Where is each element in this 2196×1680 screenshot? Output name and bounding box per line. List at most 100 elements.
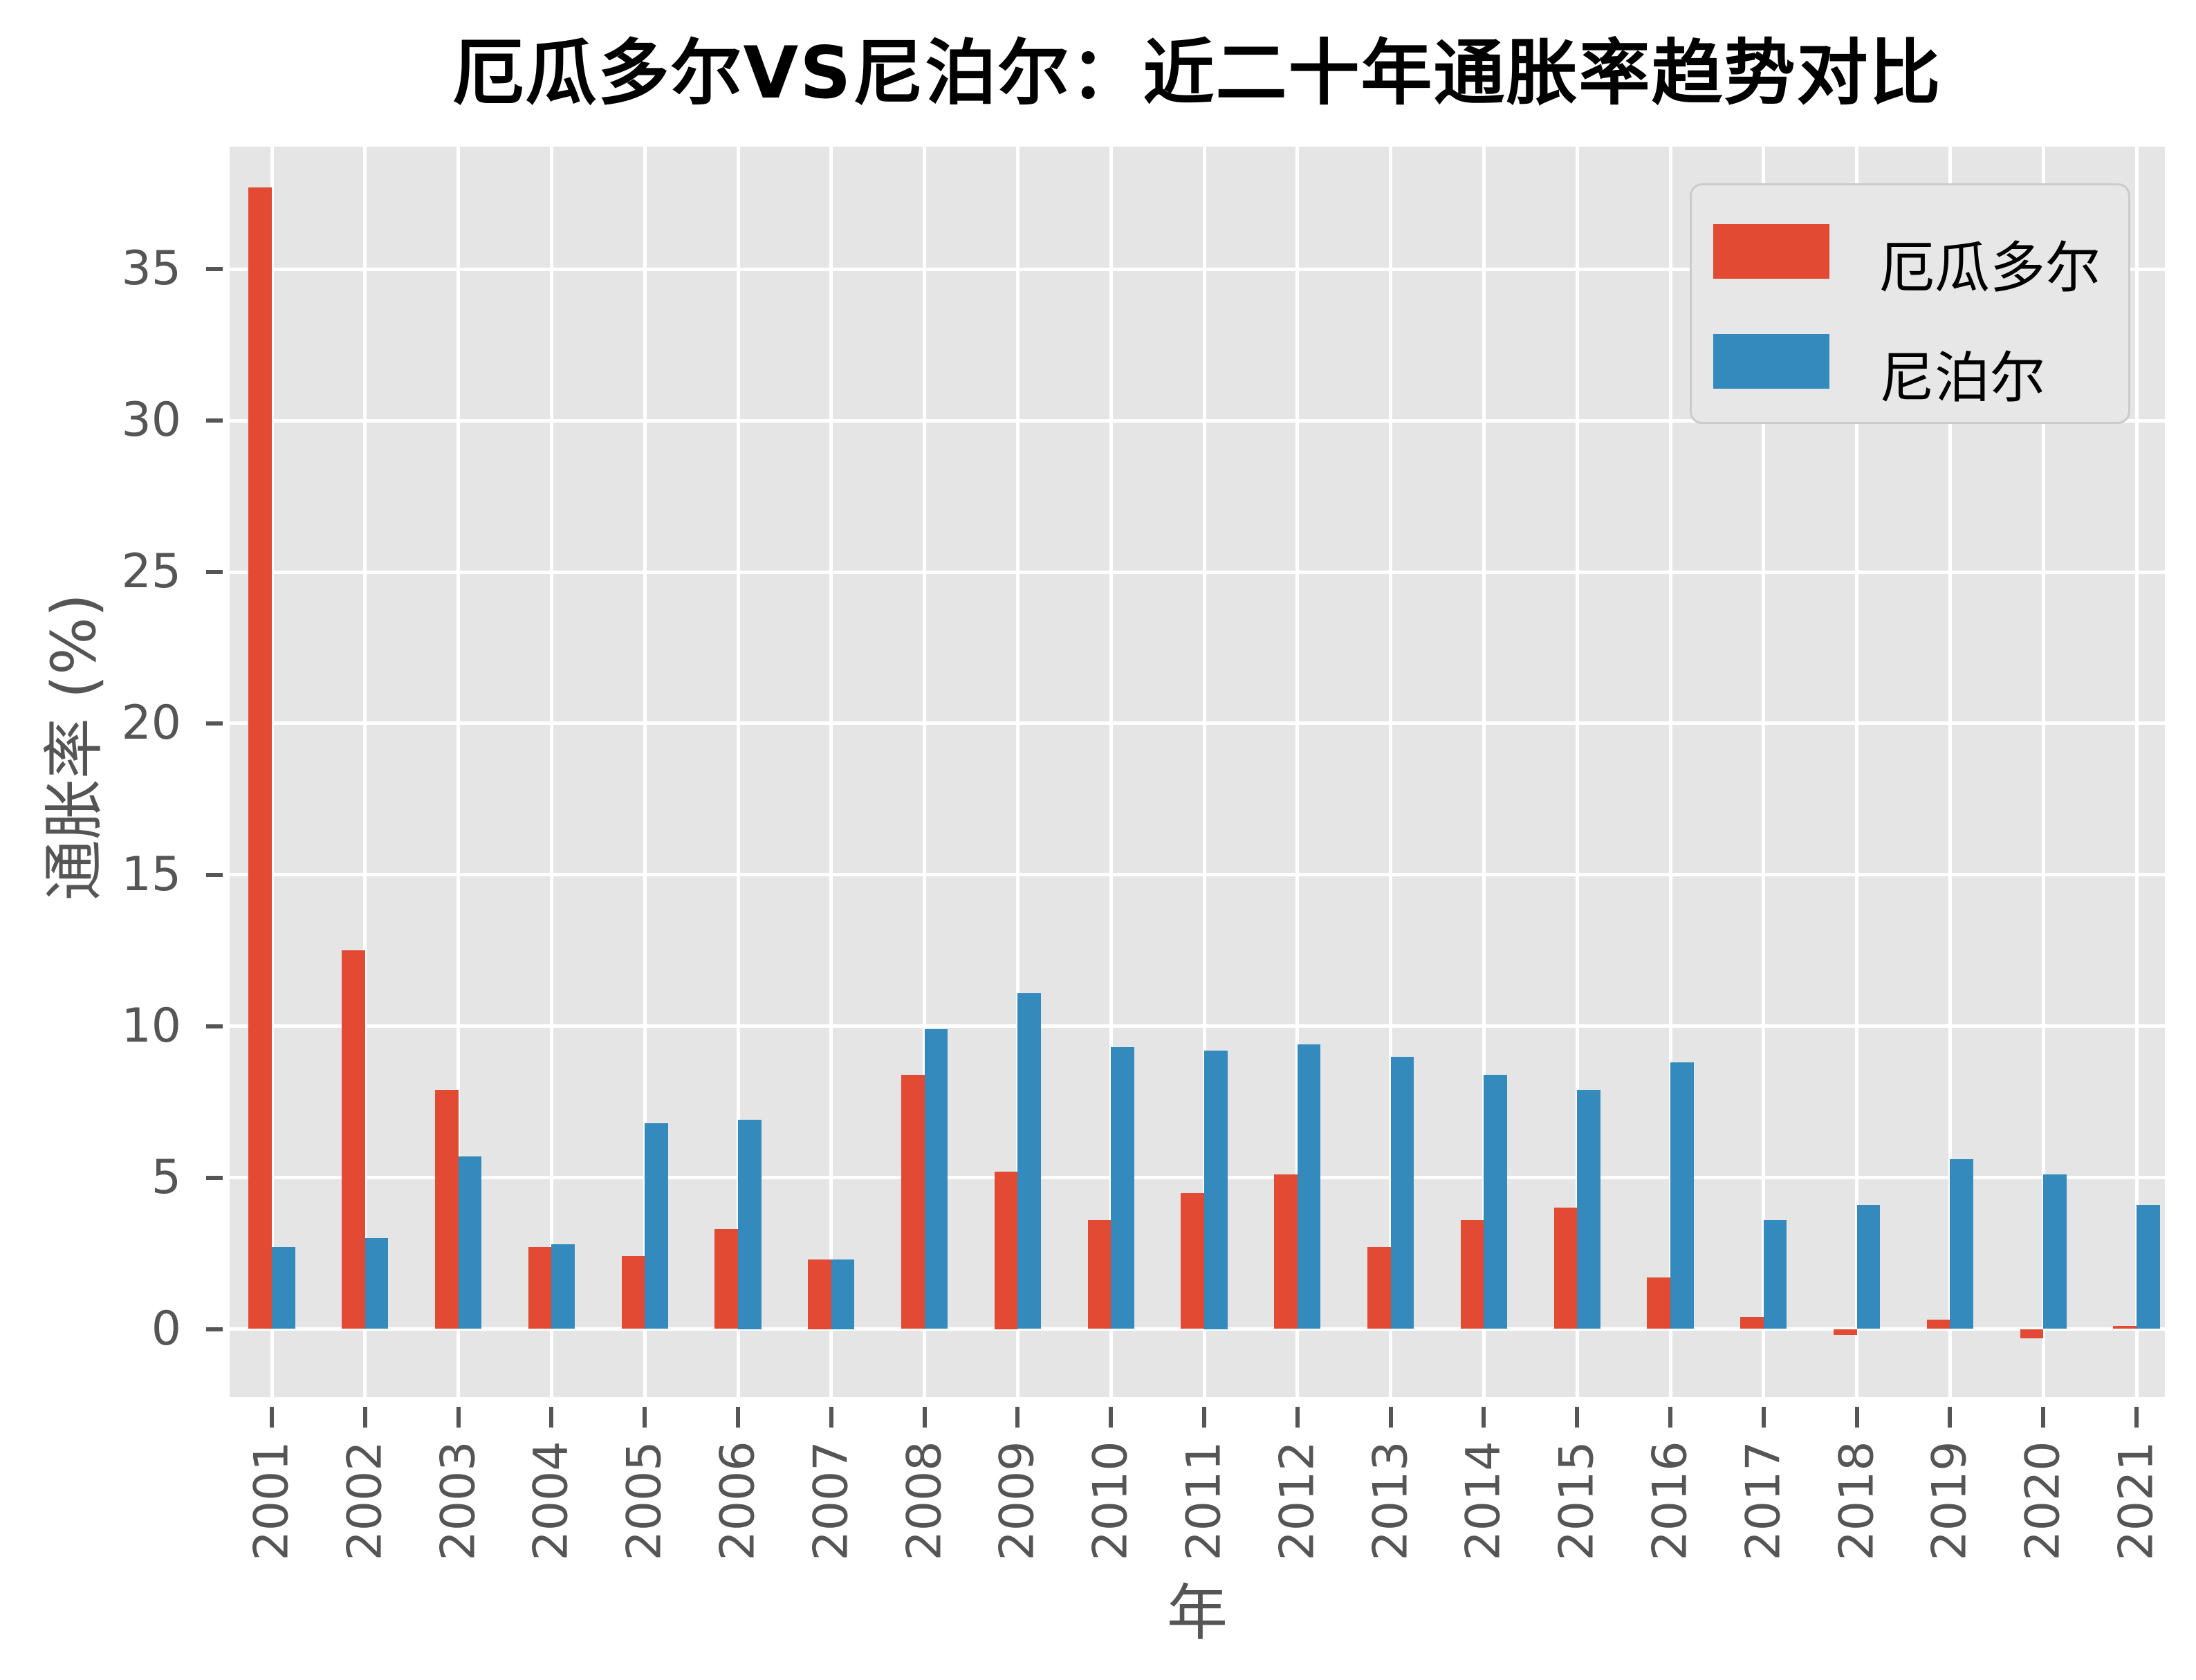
x-tick-label-2002: 2002	[338, 1441, 393, 1561]
y-tick-mark	[206, 267, 223, 272]
gridline-v	[923, 147, 927, 1397]
y-tick-label: 20	[121, 695, 181, 750]
gridline-h	[230, 418, 2165, 423]
bar-nepal-2005	[645, 1123, 668, 1329]
gridline-v	[363, 147, 367, 1397]
x-tick-mark	[2041, 1407, 2046, 1428]
bar-nepal-2016	[1670, 1062, 1694, 1329]
x-tick-mark	[1015, 1407, 1020, 1428]
y-tick-label: 25	[121, 544, 181, 600]
x-tick-label-2021: 2021	[2109, 1441, 2164, 1561]
y-tick-label: 5	[151, 1150, 181, 1205]
y-tick-mark	[206, 721, 223, 726]
x-tick-mark	[1761, 1407, 1766, 1428]
y-tick-mark	[206, 1024, 223, 1028]
gridline-v	[1575, 147, 1579, 1397]
bar-nepal-2003	[458, 1156, 482, 1329]
x-tick-label-2009: 2009	[990, 1441, 1045, 1561]
bar-ecuador-2010	[1087, 1219, 1111, 1329]
bar-ecuador-2020	[2020, 1329, 2044, 1338]
bar-ecuador-2018	[1833, 1329, 1857, 1336]
bar-ecuador-2006	[714, 1229, 738, 1329]
gridline-v	[2134, 147, 2139, 1397]
gridline-v	[1295, 147, 1300, 1397]
bar-nepal-2020	[2043, 1174, 2067, 1329]
gridline-v	[2041, 147, 2045, 1397]
gridline-v	[456, 147, 461, 1397]
legend-swatch-nepal	[1713, 334, 1829, 389]
x-tick-mark	[1202, 1407, 1206, 1428]
bar-nepal-2019	[1950, 1159, 1974, 1329]
bar-nepal-2021	[2137, 1205, 2160, 1329]
y-tick-mark	[206, 418, 223, 423]
gridline-h	[230, 570, 2165, 574]
bar-ecuador-2011	[1181, 1192, 1204, 1329]
bar-nepal-2001	[272, 1247, 295, 1329]
bar-nepal-2017	[1763, 1219, 1787, 1329]
gridline-h	[230, 721, 2165, 726]
bar-ecuador-2008	[901, 1074, 925, 1329]
y-tick-label: 15	[121, 847, 181, 902]
bar-nepal-2009	[1017, 993, 1042, 1329]
x-tick-mark	[1109, 1407, 1114, 1428]
bar-nepal-2002	[365, 1238, 389, 1329]
legend-label-ecuador: 厄瓜多尔	[1879, 236, 2101, 300]
y-axis-label: 通胀率 (%)	[38, 593, 110, 901]
bar-ecuador-2017	[1740, 1316, 1764, 1329]
x-tick-mark	[1295, 1407, 1300, 1428]
x-tick-mark	[1668, 1407, 1672, 1428]
bar-nepal-2012	[1297, 1044, 1321, 1329]
plot-area: 0 5 10 15 20 25 30 35 2001 2002 2003 2004 2005 2006 20…	[39, 147, 2165, 1649]
x-tick-mark	[1388, 1407, 1393, 1428]
x-tick-mark	[736, 1407, 740, 1428]
bar-ecuador-2003	[434, 1089, 459, 1329]
gridline-v	[1389, 147, 1393, 1397]
gridline-v	[1482, 147, 1486, 1397]
x-tick-label-2012: 2012	[1270, 1441, 1325, 1561]
gridline-v	[1668, 147, 1672, 1397]
x-tick-label-2008: 2008	[897, 1441, 952, 1561]
y-tick-label: 30	[121, 393, 181, 448]
x-tick-mark	[643, 1407, 647, 1428]
x-tick-mark	[270, 1407, 274, 1428]
y-tick-mark	[206, 1175, 223, 1180]
x-tick-label-2015: 2015	[1549, 1441, 1605, 1561]
bar-ecuador-2016	[1647, 1277, 1670, 1329]
x-tick-mark	[829, 1407, 833, 1428]
legend: 厄瓜多尔 尼泊尔	[1690, 183, 2130, 424]
x-tick-mark	[549, 1407, 554, 1428]
gridline-v	[1855, 147, 1859, 1397]
x-tick-label-2017: 2017	[1736, 1441, 1791, 1561]
x-tick-label-2004: 2004	[524, 1441, 579, 1561]
bar-ecuador-2014	[1460, 1219, 1484, 1329]
x-axis-label: 年	[1166, 1577, 1228, 1649]
gridline-v	[1202, 147, 1206, 1397]
bar-ecuador-2015	[1553, 1208, 1578, 1329]
bar-nepal-2014	[1484, 1074, 1508, 1329]
x-tick-label-2001: 2001	[244, 1441, 299, 1561]
bar-nepal-2007	[831, 1259, 855, 1329]
bar-nepal-2018	[1856, 1205, 1881, 1329]
x-tick-label-2016: 2016	[1643, 1441, 1698, 1561]
x-tick-label-2006: 2006	[710, 1441, 766, 1561]
y-tick-mark	[206, 1327, 223, 1331]
bar-nepal-2008	[924, 1029, 948, 1329]
gridline-v	[1015, 147, 1019, 1397]
gridline-v	[549, 147, 553, 1397]
bar-nepal-2006	[738, 1120, 762, 1329]
x-tick-label-2020: 2020	[2015, 1441, 2071, 1561]
x-tick-mark	[1854, 1407, 1859, 1428]
bar-ecuador-2002	[342, 950, 365, 1329]
gridline-v	[643, 147, 647, 1397]
gridline-h	[230, 267, 2165, 271]
y-tick-label: 35	[121, 241, 181, 297]
x-tick-label-2018: 2018	[1829, 1441, 1885, 1561]
bar-nepal-2010	[1111, 1047, 1134, 1329]
x-tick-label-2019: 2019	[1922, 1441, 1977, 1561]
legend-label-nepal: 尼泊尔	[1879, 346, 2045, 410]
x-tick-label-2014: 2014	[1456, 1441, 1511, 1561]
x-tick-mark	[1575, 1407, 1580, 1428]
bar-nepal-2015	[1577, 1089, 1600, 1329]
bar-ecuador-2013	[1367, 1247, 1391, 1329]
